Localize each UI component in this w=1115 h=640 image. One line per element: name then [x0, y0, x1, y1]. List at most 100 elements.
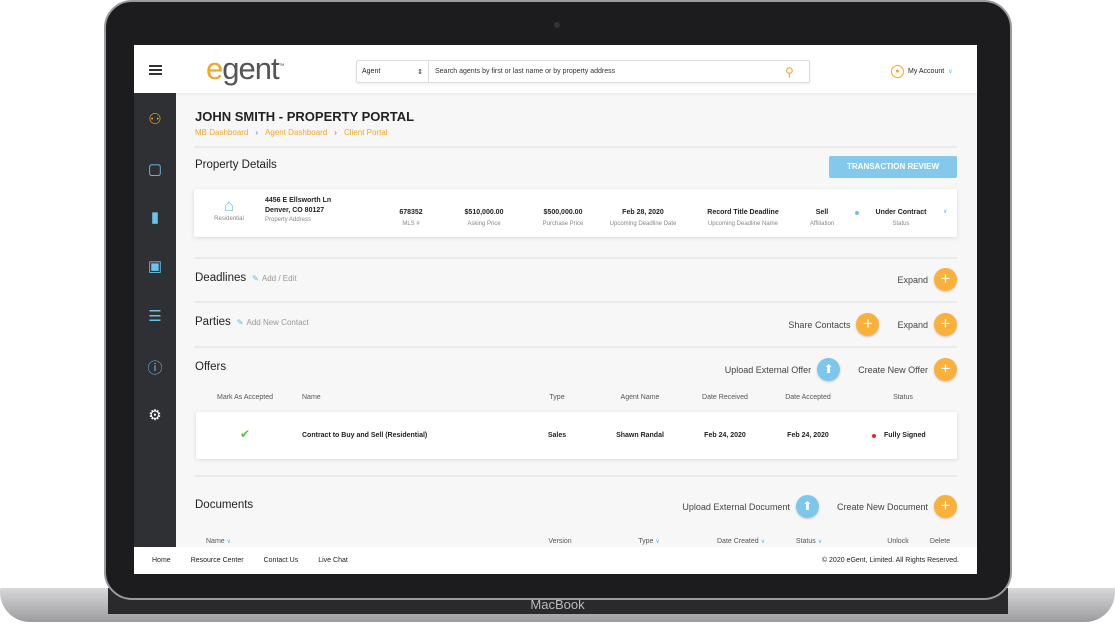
search-type-select[interactable]: Agent ⇕	[357, 61, 429, 82]
field-label: Affiliation	[809, 221, 835, 227]
expand-parties-button[interactable]: +	[934, 313, 957, 336]
column-header: Agent Name	[620, 394, 660, 401]
search-input[interactable]: Search agents by first or last name or b…	[435, 68, 616, 75]
list-icon[interactable]: ☰	[148, 308, 162, 325]
breadcrumb-agent-dashboard[interactable]: Agent Dashboard	[265, 128, 328, 137]
column-header: Type	[549, 394, 565, 401]
property-card: ⌂ Residential 4456 E Ellsworth Ln Denver, …	[194, 189, 957, 237]
column-header: Status	[893, 394, 913, 401]
sort-type[interactable]: Type ∨	[638, 538, 660, 545]
create-document-label: Create New Document	[836, 501, 928, 512]
footer-link-live-chat[interactable]: Live Chat	[318, 557, 348, 564]
property-type: ⌂ Residential	[214, 196, 244, 222]
select-value: Agent	[362, 68, 381, 75]
field-purchase-price: $500,000.00 Purchase Price	[543, 209, 584, 227]
footer-link-home[interactable]: Home	[152, 557, 171, 564]
breadcrumb-mb-dashboard[interactable]: MB Dashboard	[195, 128, 249, 137]
field-value: $500,000.00	[543, 209, 583, 216]
logo-e: e	[206, 51, 223, 86]
upload-external-document-button[interactable]: ⬆	[795, 495, 819, 518]
avatar-icon: ●	[891, 65, 904, 78]
link-label: Add / Edit	[261, 274, 297, 283]
property-details-heading: Property Details	[195, 159, 277, 171]
field-label: MLS #	[402, 221, 420, 227]
upload-document-label: Upload External Document	[682, 501, 790, 512]
share-contacts-button[interactable]: +	[856, 313, 880, 336]
field-mls: 678352 MLS #	[399, 209, 422, 227]
logo[interactable]: egent™	[206, 51, 285, 87]
chevron-down-icon[interactable]: ∨	[943, 209, 948, 215]
house-icon: ⌂	[223, 196, 235, 215]
field-value: Sell	[815, 209, 829, 216]
footer-link-resource-center[interactable]: Resource Center	[190, 557, 244, 564]
people-icon[interactable]: ⚇	[148, 111, 162, 128]
menu-icon[interactable]	[149, 65, 162, 75]
add-edit-deadlines-link[interactable]: ✎ Add / Edit	[252, 274, 296, 283]
sort-date-created[interactable]: Date Created ∨	[717, 538, 765, 545]
deadlines-heading: Deadlines ✎ Add / Edit	[195, 272, 297, 284]
field-label: Upcoming Deadline Name	[707, 221, 779, 227]
account-label: My Account	[908, 68, 945, 75]
offer-type: Sales	[547, 432, 567, 439]
field-status: Under Contract Status	[876, 209, 927, 227]
breadcrumb-separator: ›	[255, 128, 259, 137]
offer-date-received: Feb 24, 2020	[704, 432, 746, 439]
gear-icon[interactable]: ⚙	[148, 407, 162, 424]
divider	[194, 346, 957, 348]
share-contacts-label: Share Contacts	[788, 319, 851, 330]
property-address: 4456 E Ellsworth Ln Denver, CO 80127 Prope…	[265, 197, 331, 223]
parties-actions: Share Contacts + Expand +	[788, 313, 957, 336]
offer-name[interactable]: Contract to Buy and Sell (Residential)	[302, 432, 428, 439]
address-label: Property Address	[265, 217, 312, 223]
divider	[194, 301, 957, 303]
property-type-label: Residential	[214, 216, 244, 222]
column-header: Name	[206, 538, 225, 545]
breadcrumb-client-portal[interactable]: Client Portal	[343, 128, 388, 137]
device-label: MacBook	[530, 597, 585, 612]
column-header: Date Received	[702, 394, 748, 401]
divider	[194, 146, 957, 148]
offers-actions: Upload External Offer ⬆ Create New Offer +	[725, 358, 957, 381]
chart-icon[interactable]: ▮	[150, 209, 160, 226]
divider	[194, 257, 957, 259]
help-icon[interactable]: ⓘ	[147, 360, 163, 377]
footer-link-contact-us[interactable]: Contact Us	[263, 557, 299, 564]
address-line1: 4456 E Ellsworth Ln	[265, 197, 332, 204]
field-value: $510,000.00	[464, 209, 504, 216]
deadlines-actions: Expand +	[897, 268, 957, 291]
search-icon[interactable]: ⚲	[785, 64, 794, 79]
table-row[interactable]: ✔ Contract to Buy and Sell (Residential)…	[196, 412, 957, 459]
offer-date-accepted: Feb 24, 2020	[787, 432, 829, 439]
column-header: Date Accepted	[785, 394, 831, 401]
sort-status[interactable]: Status ∨	[796, 538, 822, 545]
updown-icon: ⇕	[417, 68, 423, 76]
chevron-down-icon: ∨	[655, 539, 660, 545]
column-header: Delete	[929, 538, 951, 545]
chevron-down-icon: ∨	[948, 69, 953, 75]
transaction-review-button[interactable]: TRANSACTION REVIEW	[829, 156, 957, 178]
documents-actions: Upload External Document ⬆ Create New Docu…	[682, 495, 957, 518]
field-affiliation: Sell Affiliation	[810, 209, 834, 227]
column-header: Status	[795, 538, 816, 545]
sort-name[interactable]: Name ∨	[206, 538, 231, 545]
account-menu[interactable]: ● My Account ∨	[891, 65, 953, 78]
column-header: Unlock	[887, 538, 909, 545]
chevron-down-icon: ∨	[817, 539, 823, 545]
expand-label: Expand	[897, 319, 928, 330]
upload-external-offer-button[interactable]: ⬆	[817, 358, 841, 381]
field-deadline-date: Feb 28, 2020 Upcoming Deadline Date	[610, 209, 677, 227]
breadcrumb: MB Dashboard › Agent Dashboard › Client Port…	[195, 128, 388, 137]
documents-heading: Documents	[195, 499, 254, 511]
create-new-offer-button[interactable]: +	[934, 358, 957, 381]
chat-icon[interactable]: ▢	[147, 161, 163, 178]
check-circle-icon[interactable]: ✔	[239, 427, 251, 441]
deadlines-title: Deadlines	[195, 272, 247, 284]
calendar-icon[interactable]: ▣	[147, 258, 163, 275]
field-label: Status	[892, 221, 910, 227]
expand-deadlines-button[interactable]: +	[934, 268, 957, 291]
create-new-document-button[interactable]: +	[934, 495, 957, 518]
add-new-contact-link[interactable]: ✎ Add New Contact	[237, 318, 309, 327]
top-header: egent™ Agent ⇕ Search agents by first or …	[134, 45, 977, 93]
column-header: Mark As Accepted	[216, 394, 274, 401]
pencil-icon: ✎	[236, 318, 244, 327]
